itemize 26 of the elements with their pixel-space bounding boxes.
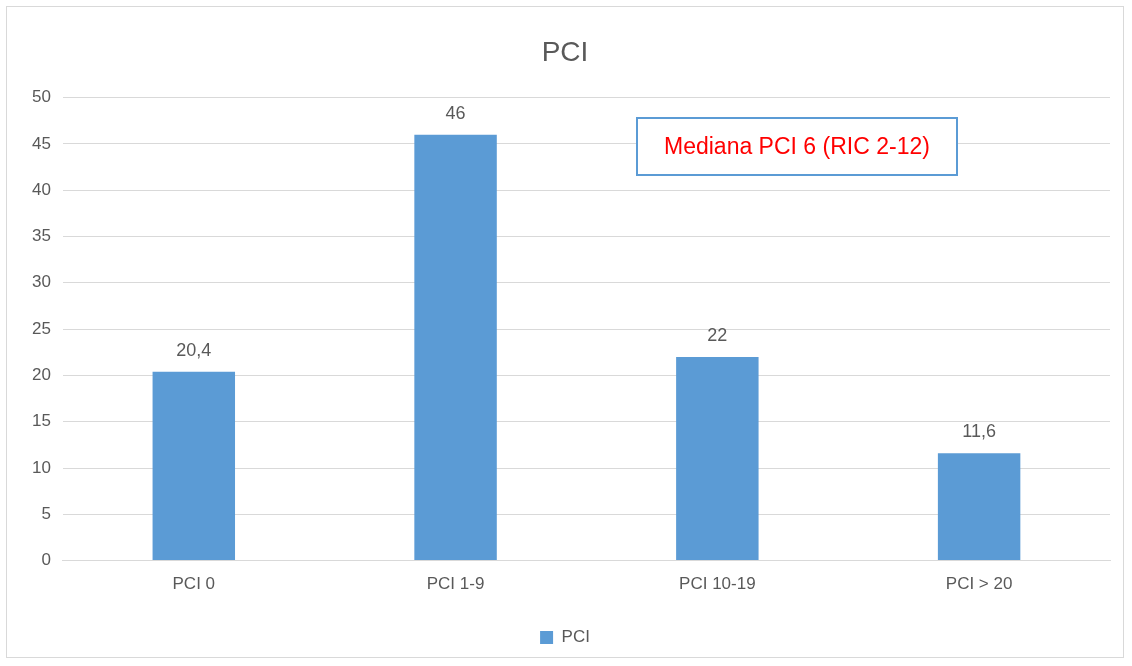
y-tick-label: 25 — [31, 318, 51, 338]
x-tick-label: PCI 10-19 — [679, 574, 756, 594]
y-tick-label: 35 — [31, 226, 51, 246]
data-label: 46 — [445, 102, 466, 123]
y-tick-label: 20 — [31, 365, 51, 385]
chart-title: PCI — [541, 35, 589, 67]
data-label: 22 — [707, 324, 728, 345]
y-tick-label: 5 — [41, 503, 51, 523]
x-tick-label: PCI 0 — [172, 574, 216, 594]
bar — [937, 453, 1021, 561]
y-tick-label: 50 — [31, 87, 51, 107]
y-tick-label: 0 — [41, 550, 51, 570]
note-box: Mediana PCI 6 (RIC 2-12) — [636, 117, 958, 176]
bar — [414, 134, 497, 561]
data-label: 20,4 — [176, 339, 212, 360]
y-tick-label: 15 — [31, 411, 51, 431]
y-tick-label: 10 — [31, 457, 51, 477]
legend-label: PCI — [561, 627, 590, 647]
bar — [152, 371, 236, 561]
data-label: 11,6 — [962, 421, 996, 442]
bar — [676, 356, 759, 561]
y-tick-label: 40 — [31, 179, 51, 199]
x-tick-label: PCI > 20 — [945, 574, 1013, 594]
x-tick-label: PCI 1-9 — [426, 574, 485, 594]
y-tick-label: 30 — [31, 272, 51, 292]
y-tick-label: 45 — [31, 133, 51, 153]
